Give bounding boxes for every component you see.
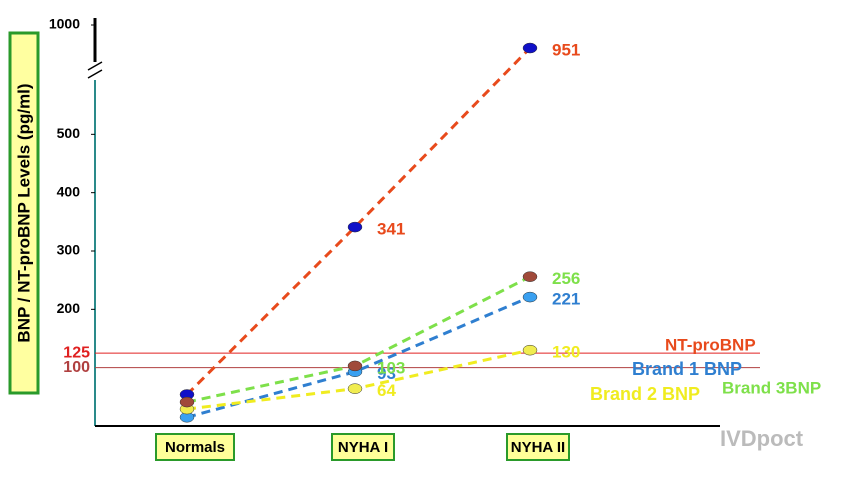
series-name: NT-proBNP <box>665 335 756 354</box>
category-box <box>155 433 235 461</box>
y-tick-label: 500 <box>57 125 81 141</box>
series-name: Brand 3BNP <box>722 378 821 397</box>
data-label: 93 <box>377 364 396 383</box>
data-point <box>347 221 363 233</box>
data-point <box>522 344 538 356</box>
data-label: 103 <box>377 358 405 377</box>
y-tick-label: 400 <box>57 183 81 199</box>
data-point <box>522 291 538 303</box>
data-point <box>347 360 363 372</box>
series-name: Brand 1 BNP <box>632 359 742 379</box>
x-tick-label: NYHA I <box>338 439 388 456</box>
data-label: 341 <box>377 220 405 239</box>
category-box <box>331 433 395 461</box>
watermark: IVDpoct <box>720 426 804 451</box>
x-tick-label: NYHA II <box>511 439 565 456</box>
y-tick-label: 200 <box>57 300 81 316</box>
data-label: 951 <box>552 41 580 60</box>
data-label: 130 <box>552 343 580 362</box>
data-point <box>522 42 538 54</box>
data-label: 64 <box>377 381 396 400</box>
series-line <box>186 275 531 404</box>
y-tick-label: 1000 <box>49 16 80 32</box>
reference-label: 100 <box>63 359 90 376</box>
series-line <box>185 46 532 396</box>
series-name: Brand 2 BNP <box>590 384 700 404</box>
reference-label: 125 <box>63 344 90 361</box>
category-box <box>506 433 570 461</box>
x-tick-label: Normals <box>165 439 225 456</box>
data-label: 256 <box>552 269 580 288</box>
data-point <box>347 383 363 394</box>
y-tick-label: 300 <box>57 242 81 258</box>
series-line <box>186 295 531 419</box>
data-label: 221 <box>552 290 580 309</box>
data-point <box>522 271 538 282</box>
y-title: BNP / NT-proBNP Levels (pg/ml) <box>14 83 33 342</box>
data-point <box>179 396 195 408</box>
series-line <box>186 348 531 411</box>
y-title-box <box>8 31 40 395</box>
axis-break <box>87 61 103 79</box>
